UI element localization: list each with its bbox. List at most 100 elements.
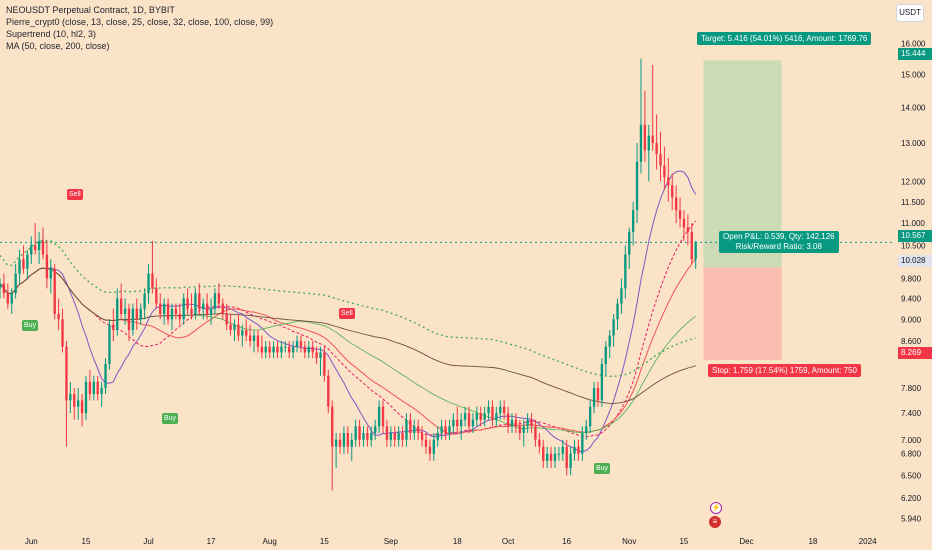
lightning-icon[interactable]: ⚡ — [710, 502, 722, 514]
currency-unit-button[interactable]: USDT — [896, 4, 924, 22]
price-tick-label: 13.000 — [901, 139, 926, 148]
candle-body — [237, 324, 240, 336]
candle-body — [162, 303, 166, 315]
entry-price-label: 10.028 — [898, 255, 932, 267]
time-tick-label: Aug — [263, 537, 277, 546]
candle-body — [245, 330, 248, 336]
candle-body — [585, 426, 588, 434]
ma-100-line — [0, 267, 696, 404]
candle-body — [248, 335, 252, 342]
candle-body — [221, 303, 224, 315]
price-tick-label: 11.500 — [901, 198, 925, 207]
candle-body — [202, 303, 205, 309]
candle-body — [92, 381, 95, 395]
ema-13-line — [0, 170, 697, 453]
stop-zone — [703, 267, 782, 360]
candle-body — [346, 433, 350, 447]
candle-body — [186, 298, 189, 309]
candle-body — [674, 197, 678, 211]
time-axis — [0, 530, 932, 550]
candle-body — [354, 426, 357, 440]
candle-body — [37, 240, 41, 250]
candle-body — [596, 387, 600, 401]
candle-body — [350, 439, 353, 447]
candle-body — [127, 308, 131, 331]
candle-body — [338, 439, 342, 447]
candle-body — [41, 240, 45, 255]
legend-indicator-supertrend[interactable]: Supertrend (10, hl2, 3) — [6, 29, 97, 39]
candle-body — [460, 419, 463, 427]
time-tick-label: 17 — [207, 537, 216, 546]
price-tick-label: 7.800 — [901, 384, 922, 393]
candle-body — [452, 419, 455, 427]
candle-body — [389, 433, 393, 440]
candle-body — [53, 268, 56, 315]
candle-body — [479, 413, 482, 420]
candle-body — [377, 406, 381, 427]
candle-body — [61, 319, 64, 347]
candle-body — [49, 268, 52, 279]
candle-body — [475, 413, 478, 420]
candle-body — [561, 446, 564, 454]
candle-body — [671, 185, 674, 198]
candle-body — [647, 135, 650, 151]
candle-body — [553, 453, 557, 461]
candle-body — [495, 413, 498, 420]
candle-body — [639, 124, 643, 162]
candle-body — [631, 210, 635, 232]
candle-body — [30, 245, 33, 255]
candle-body — [557, 453, 561, 455]
candle-body — [190, 308, 193, 315]
candle-body — [272, 346, 275, 353]
candle-body — [284, 346, 287, 348]
candle-body — [643, 124, 647, 151]
signal-badge-sell: Sell — [339, 308, 355, 319]
candle-body — [655, 142, 658, 155]
candle-body — [381, 406, 385, 427]
candle-body — [690, 231, 693, 260]
candle-body — [331, 406, 334, 447]
signal-badge-sell: Sell — [67, 189, 83, 200]
price-tick-label: 9.800 — [901, 274, 922, 283]
candle-body — [463, 413, 467, 420]
candle-body — [65, 346, 68, 401]
candle-body — [534, 426, 537, 440]
position-center-label: Open P&L: 0.539, Qty: 142.126 Risk/Rewar… — [719, 231, 839, 253]
candle-body — [280, 346, 283, 353]
candle-body — [342, 433, 346, 447]
us-flag-icon[interactable]: ≡ — [709, 516, 721, 528]
time-tick-label: 15 — [82, 537, 91, 546]
candle-body — [456, 419, 459, 427]
signal-badge-buy: Buy — [594, 463, 611, 474]
candle-body — [143, 293, 146, 309]
candle-body — [311, 346, 314, 353]
candle-body — [417, 426, 420, 434]
candle-body — [686, 227, 690, 232]
candle-body — [405, 419, 408, 440]
candle-body — [213, 293, 217, 309]
candle-body — [651, 135, 654, 143]
candle-body — [116, 298, 119, 331]
candle-body — [96, 381, 99, 395]
candle-body — [299, 341, 303, 347]
candle-body — [209, 308, 213, 315]
candle-body — [467, 413, 471, 427]
candle-body — [327, 375, 330, 407]
ma-99-upper-line — [0, 239, 696, 377]
candle-body — [45, 254, 49, 279]
price-tick-label: 9.400 — [901, 294, 922, 303]
candle-body — [366, 433, 369, 440]
time-tick-label: Nov — [622, 537, 636, 546]
last-price-label: 10.567 — [898, 230, 932, 242]
candle-body — [514, 419, 518, 427]
candle-body — [100, 387, 103, 395]
time-tick-label: 18 — [808, 537, 817, 546]
legend-indicator-ma[interactable]: MA (50, close, 200, close) — [6, 41, 110, 51]
candle-body — [76, 400, 80, 407]
time-tick-label: 2024 — [859, 537, 877, 546]
candle-body — [295, 341, 299, 347]
legend-indicator-pierre[interactable]: Pierre_crypt0 (close, 13, close, 25, clo… — [6, 17, 274, 27]
open-pnl-text: Open P&L: 0.539, Qty: 142.126 — [723, 232, 835, 241]
price-axis — [895, 0, 932, 550]
